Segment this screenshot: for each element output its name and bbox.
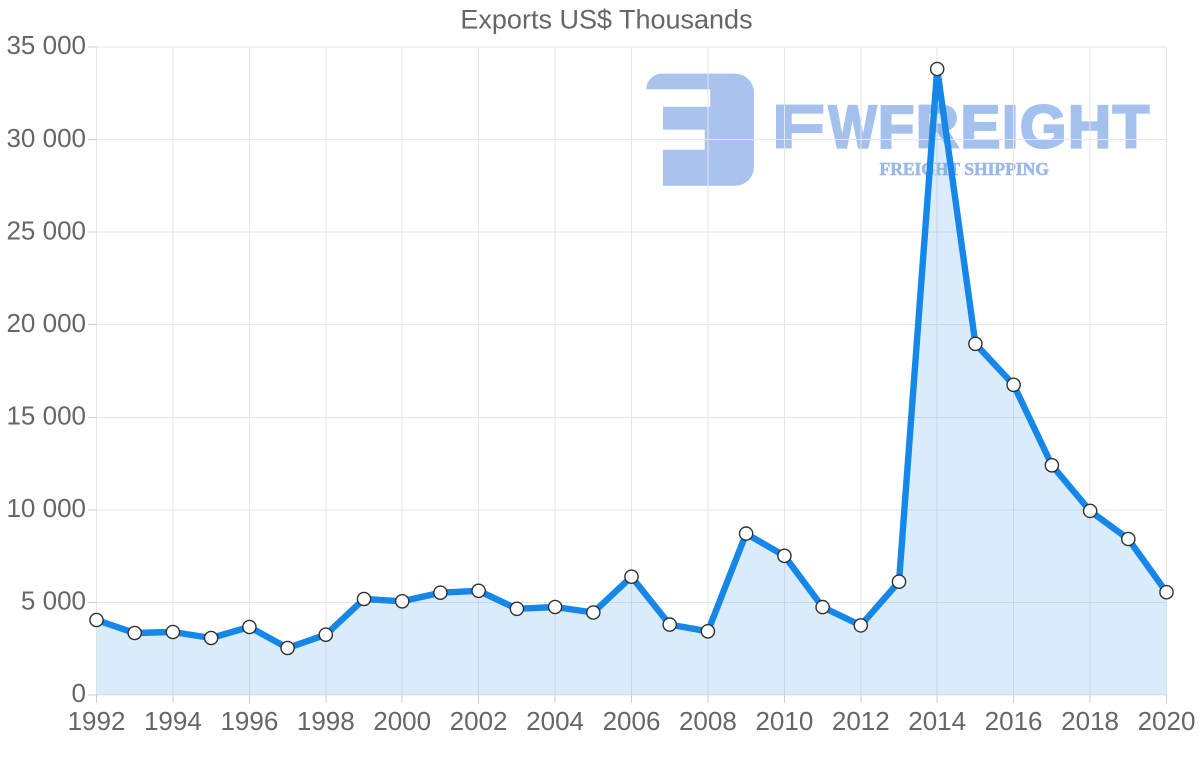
- svg-text:F: F: [772, 93, 825, 160]
- svg-text:2010: 2010: [755, 706, 813, 736]
- svg-text:5 000: 5 000: [21, 586, 86, 616]
- svg-text:FREIGHT SHIPPING: FREIGHT SHIPPING: [880, 159, 1050, 179]
- svg-text:35 000: 35 000: [6, 30, 86, 60]
- svg-text:0: 0: [72, 678, 86, 708]
- svg-text:2000: 2000: [373, 706, 431, 736]
- svg-text:30 000: 30 000: [6, 123, 86, 153]
- svg-text:2002: 2002: [450, 706, 508, 736]
- svg-text:15 000: 15 000: [6, 401, 86, 431]
- svg-text:20 000: 20 000: [6, 308, 86, 338]
- svg-text:2012: 2012: [832, 706, 890, 736]
- svg-text:1994: 1994: [144, 706, 202, 736]
- svg-text:2006: 2006: [603, 706, 661, 736]
- svg-text:2016: 2016: [985, 706, 1043, 736]
- svg-text:2018: 2018: [1061, 706, 1119, 736]
- svg-text:1996: 1996: [220, 706, 278, 736]
- svg-text:2004: 2004: [526, 706, 584, 736]
- svg-text:Exports US$ Thousands: Exports US$ Thousands: [460, 5, 752, 35]
- svg-text:1998: 1998: [297, 706, 355, 736]
- svg-text:10 000: 10 000: [6, 493, 86, 523]
- svg-text:2014: 2014: [908, 706, 966, 736]
- svg-text:25 000: 25 000: [6, 215, 86, 245]
- svg-text:2008: 2008: [679, 706, 737, 736]
- svg-text:1992: 1992: [68, 706, 126, 736]
- svg-text:W: W: [829, 94, 878, 161]
- svg-text:FREIGHT: FREIGHT: [878, 94, 1151, 161]
- svg-text:2020: 2020: [1138, 706, 1196, 736]
